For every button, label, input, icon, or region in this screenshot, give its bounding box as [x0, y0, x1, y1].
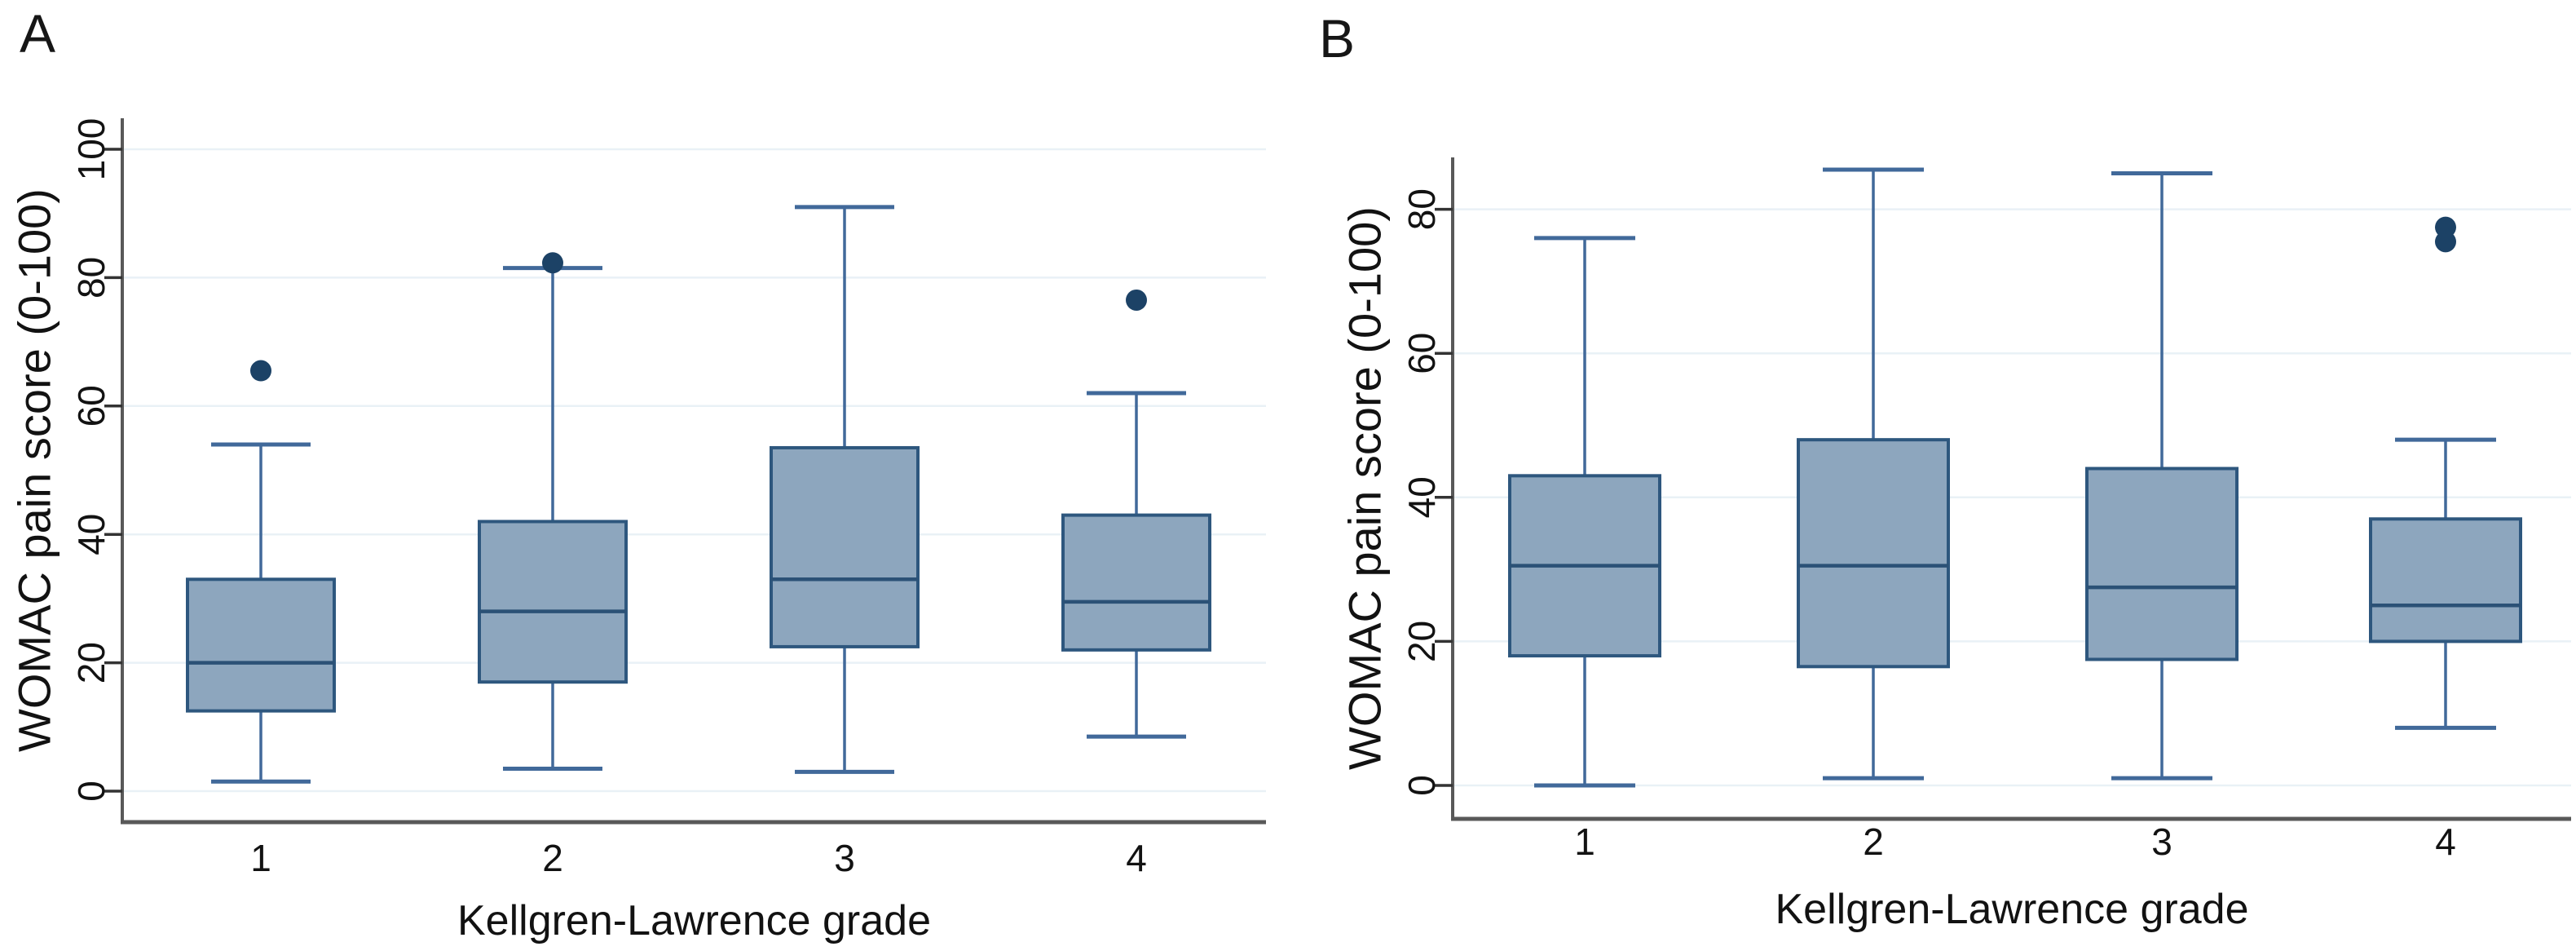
y-tick-label-80: 80: [70, 257, 112, 299]
x-tick-label-2: 2: [1863, 821, 1884, 863]
x-tick-label-2: 2: [542, 837, 563, 879]
y-tick-label-60: 60: [1400, 333, 1443, 374]
y-tick-label-0: 0: [70, 781, 112, 802]
outlier-dot: [1126, 289, 1147, 311]
outlier-dot: [250, 360, 271, 382]
y-axis-title: WOMAC pain score (0-100): [9, 188, 60, 752]
x-tick-label-4: 4: [2435, 821, 2456, 863]
box-iqr: [2085, 467, 2239, 661]
x-tick-label-4: 4: [1126, 837, 1147, 879]
y-tick-label-40: 40: [1400, 476, 1443, 518]
y-tick-label-80: 80: [1400, 188, 1443, 230]
x-tick-label-1: 1: [250, 837, 271, 879]
y-axis-title: WOMAC pain score (0-100): [1339, 206, 1391, 770]
panel-a: A 0 20 40 60 80 100 WOMAC pain score (0-100) 1 2…: [9, 3, 1266, 944]
x-axis-title: Kellgren-Lawrence grade: [457, 897, 931, 944]
box-iqr: [1797, 438, 1950, 669]
x-tick-label-3: 3: [834, 837, 855, 879]
box-iqr: [478, 520, 628, 684]
y-tick-label-0: 0: [1400, 775, 1443, 796]
box-iqr: [1061, 513, 1211, 652]
y-tick-label-60: 60: [70, 385, 112, 427]
panel-letter-b: B: [1319, 8, 1356, 69]
panel-b: B 0 20 40 60 80 WOMAC pain score (0-100) 1 2 3 4 K…: [1288, 0, 2576, 951]
y-tick-label-20: 20: [1400, 621, 1443, 662]
box-iqr: [2369, 517, 2522, 644]
y-tick-label-20: 20: [70, 642, 112, 683]
x-tick-label-3: 3: [2151, 821, 2172, 863]
x-axis-title: Kellgren-Lawrence grade: [1775, 886, 2248, 933]
outlier-dot: [2435, 216, 2456, 238]
panel-letter-a: A: [20, 3, 56, 64]
y-tick-label-40: 40: [70, 514, 112, 555]
outlier-dot: [542, 252, 563, 274]
box-iqr: [770, 445, 920, 648]
y-tick-label-100: 100: [70, 118, 112, 181]
x-tick-label-1: 1: [1574, 821, 1595, 863]
box-iqr: [186, 577, 336, 713]
